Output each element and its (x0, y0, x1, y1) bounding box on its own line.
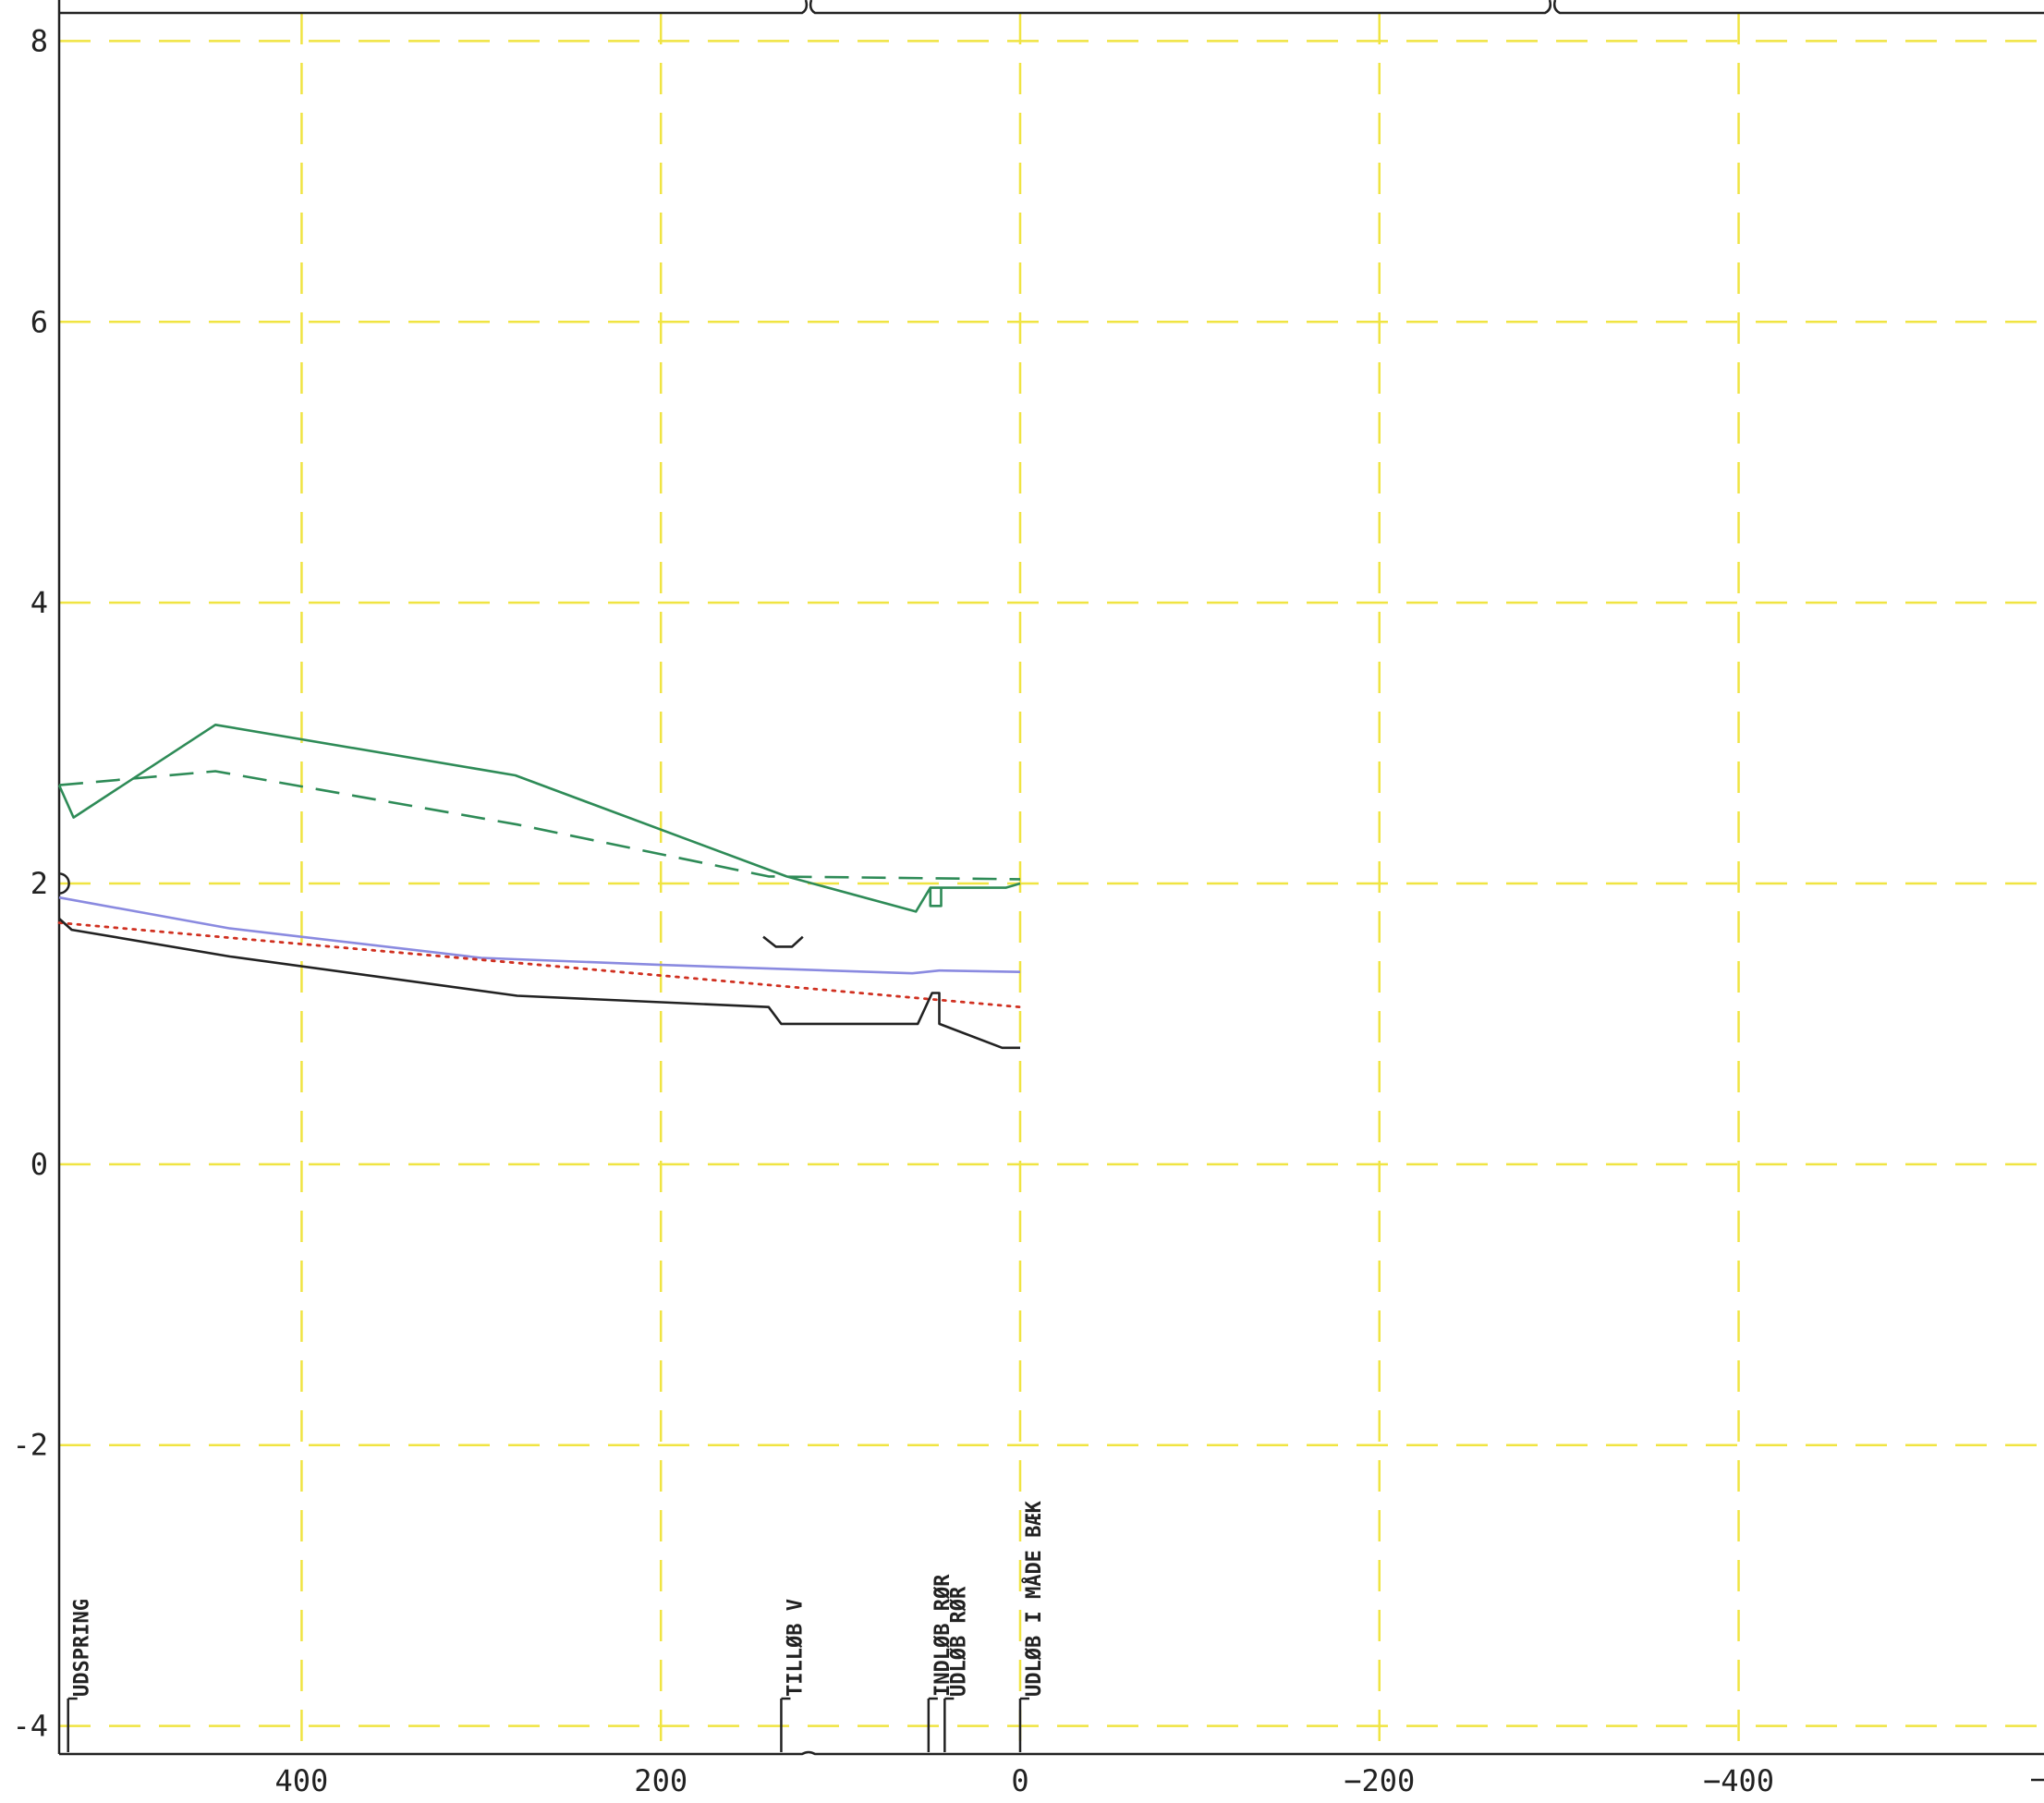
x-tick-label: 400 (275, 1763, 329, 1798)
station-label: UDLØB I MÅDE BÆK (1022, 1500, 1046, 1697)
series-blue-line (58, 895, 1021, 975)
station-label: UDLØB RØR (947, 1586, 970, 1697)
left-end-marker (58, 872, 70, 895)
series-red-dotted (57, 921, 1022, 1009)
station-label: TILLØB V (784, 1599, 807, 1697)
y-tick-label: 0 (30, 1147, 48, 1182)
series-green-dashed (58, 770, 1021, 881)
y-tick-label: -4 (12, 1709, 48, 1744)
station-label: INDLØB RØR (931, 1574, 955, 1697)
top-border-line (59, 0, 2044, 15)
series-green-solid (57, 724, 1021, 913)
y-tick-label: 2 (30, 866, 48, 901)
tick-labels: 8 6 4 2 0 -2 -4 400 200 0 −200 −400 (12, 23, 2044, 1798)
station-label: UDSPRING (71, 1599, 94, 1697)
series-layer (57, 724, 1022, 1050)
x-tick-label: −200 (1344, 1763, 1415, 1798)
x-axis-line (59, 1750, 2044, 1756)
series-black-small-segment (762, 935, 804, 948)
x-tick-label: −400 (1703, 1763, 1774, 1798)
x-tick-label: 200 (634, 1763, 687, 1798)
y-tick-label: 6 (30, 304, 48, 339)
grid-layer (59, 13, 2044, 1754)
y-tick-label: 4 (30, 585, 48, 620)
y-tick-label: -2 (12, 1428, 48, 1463)
plot-frame (57, 0, 2044, 1756)
y-tick-label: 8 (30, 23, 48, 58)
series-black-line (58, 918, 1020, 1050)
x-tick-label: 0 (1011, 1763, 1028, 1798)
